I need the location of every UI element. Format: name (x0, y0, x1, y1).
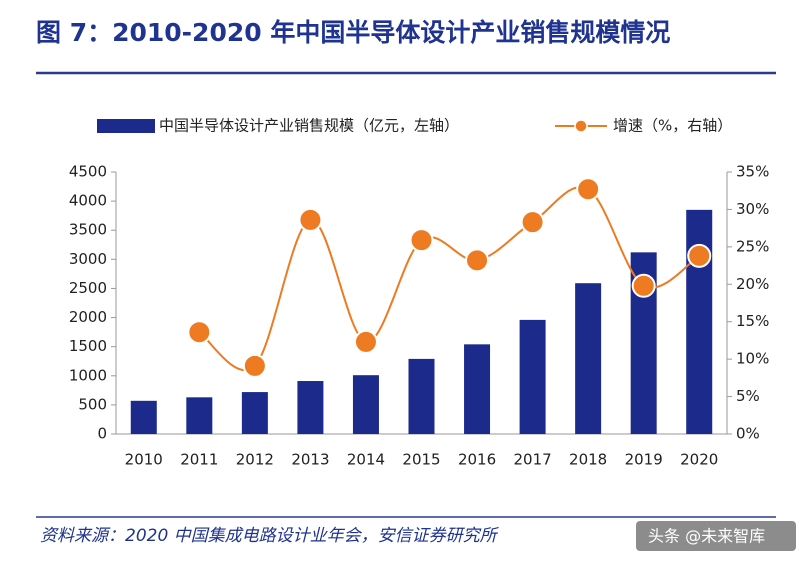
watermark-bg (636, 521, 796, 551)
bar (408, 358, 435, 434)
x-tick-label: 2013 (291, 451, 329, 469)
bar (352, 375, 379, 434)
y-tick-label: 0 (97, 425, 107, 443)
bar (575, 283, 602, 434)
line (198, 186, 700, 372)
source: 资料来源：2020 中国集成电路设计业年会，安信证券研究所 (40, 526, 500, 546)
bar (464, 344, 491, 434)
y2-tick-label: 30% (736, 200, 769, 218)
y2-tick-label: 35% (736, 163, 769, 181)
y-tick-label: 3000 (69, 250, 107, 268)
watermark: 头条 @未来智库 (648, 527, 765, 546)
y-tick-label: 1000 (69, 366, 107, 384)
bar (241, 392, 268, 434)
y-tick-label: 1500 (69, 337, 107, 355)
marker (353, 329, 378, 354)
x-tick-label: 2016 (458, 451, 496, 469)
marker (242, 353, 267, 378)
marker (298, 207, 323, 232)
x-tick-label: 2015 (402, 451, 440, 469)
bar (186, 397, 213, 434)
y2-tick-label: 25% (736, 237, 769, 255)
y-tick-label: 3500 (69, 221, 107, 239)
x-tick-label: 2014 (347, 451, 385, 469)
y2-tick-label: 0% (736, 425, 760, 443)
marker (687, 243, 712, 268)
bar (130, 400, 157, 434)
marker (576, 177, 601, 202)
bar (297, 381, 324, 434)
x-tick-label: 2017 (513, 451, 551, 469)
marker (187, 320, 212, 345)
marker (409, 228, 434, 253)
y2-tick-label: 15% (736, 312, 769, 330)
legend-swatch (97, 119, 155, 133)
y2-tick-label: 5% (736, 387, 760, 405)
marker (520, 210, 545, 235)
y2-tick-label: 20% (736, 275, 769, 293)
marker (631, 273, 656, 298)
y2-tick-label: 10% (736, 350, 769, 368)
y-tick-label: 500 (78, 395, 107, 413)
legend-label: 增速（%，右轴） (613, 117, 732, 135)
marker (465, 248, 490, 273)
y-tick-label: 4500 (69, 163, 107, 181)
x-tick-label: 2012 (236, 451, 274, 469)
x-tick-label: 2010 (125, 451, 163, 469)
y-tick-label: 2500 (69, 279, 107, 297)
bar (686, 209, 713, 434)
x-tick-label: 2018 (569, 451, 607, 469)
legend-label: 中国半导体设计产业销售规模（亿元，左轴） (159, 117, 459, 135)
y-tick-label: 2000 (69, 308, 107, 326)
x-tick-label: 2019 (625, 451, 663, 469)
y-tick-label: 4000 (69, 192, 107, 210)
bar (519, 319, 546, 434)
legend-swatch (574, 119, 588, 133)
x-tick-label: 2011 (180, 451, 218, 469)
chart-title: 图 7：2010-2020 年中国半导体设计产业销售规模情况 (36, 18, 670, 47)
x-tick-label: 2020 (680, 451, 718, 469)
